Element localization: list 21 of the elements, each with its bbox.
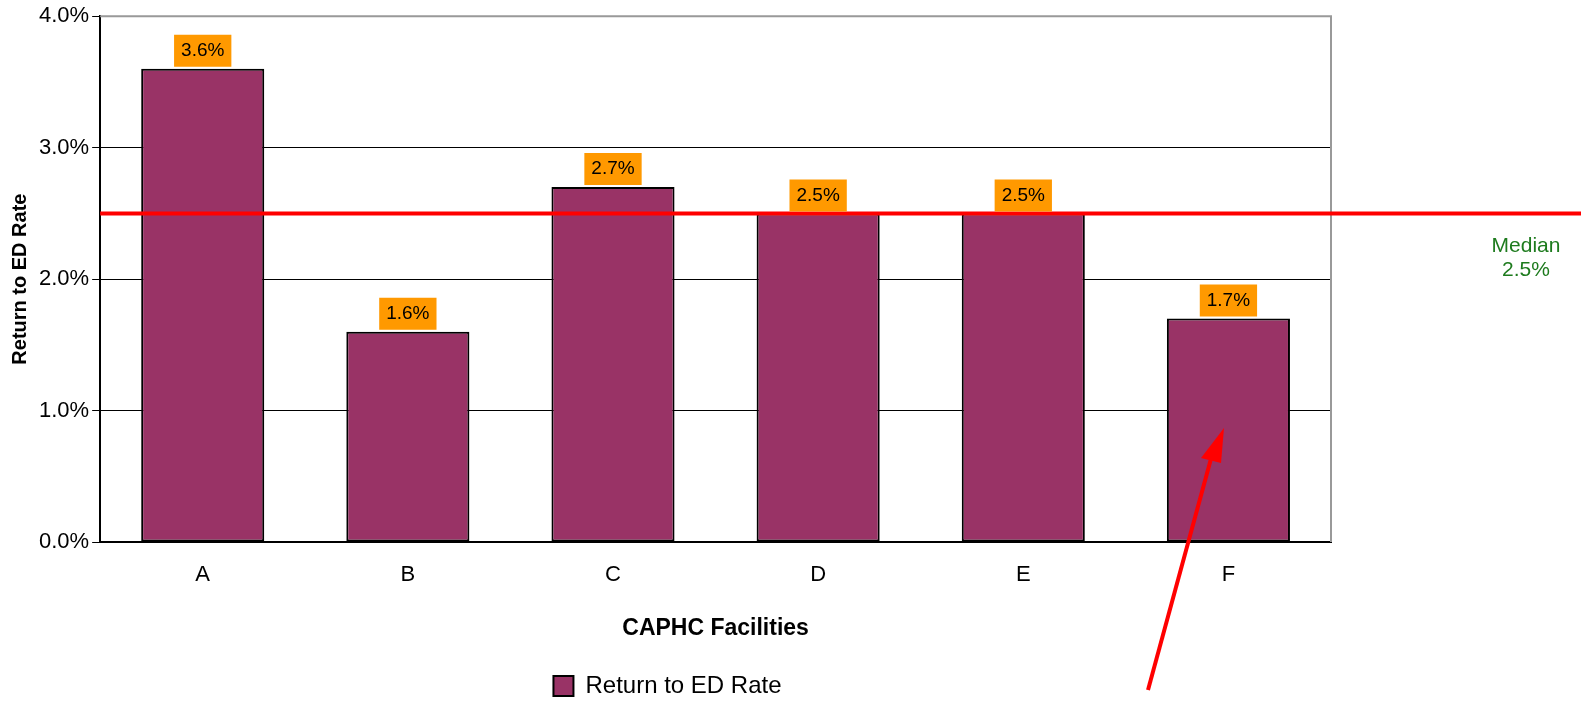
- y-tick-label: 0.0%: [38, 528, 90, 554]
- y-tick-label: 2.0%: [38, 265, 90, 291]
- x-tick-label: E: [1015, 561, 1031, 587]
- legend-label: Return to ED Rate: [585, 670, 782, 698]
- x-tick-label: B: [400, 561, 416, 587]
- x-axis-title: CAPHC Facilities: [622, 613, 809, 640]
- x-tick-label: C: [605, 561, 622, 587]
- data-label: 1.7%: [1206, 288, 1251, 310]
- y-tick-label: 3.0%: [38, 133, 90, 159]
- x-tick-label: A: [195, 561, 211, 587]
- y-tick-label: 1.0%: [38, 396, 90, 422]
- ref-line-label: Median 2.5%: [1491, 233, 1561, 281]
- data-label: 3.6%: [181, 39, 225, 61]
- y-tick-label: 4.0%: [38, 2, 90, 28]
- data-label: 1.6%: [386, 301, 430, 323]
- y-axis-title: Return to ED Rate: [7, 193, 30, 365]
- data-label: 2.5%: [1001, 183, 1046, 205]
- data-label: 2.7%: [591, 157, 635, 179]
- x-tick-label: F: [1221, 561, 1236, 587]
- x-tick-label: D: [810, 561, 827, 587]
- data-label: 2.5%: [796, 183, 840, 205]
